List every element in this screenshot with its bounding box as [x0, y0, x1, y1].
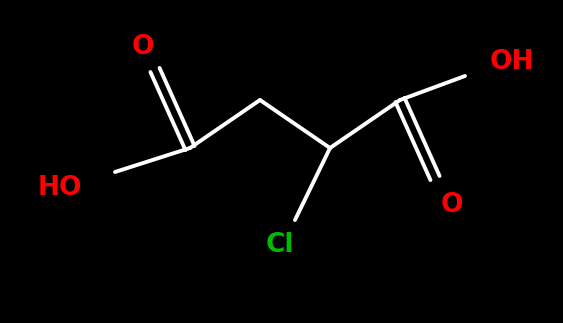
- Text: O: O: [441, 192, 463, 218]
- Text: O: O: [132, 34, 154, 60]
- Text: Cl: Cl: [266, 232, 294, 258]
- Text: OH: OH: [490, 49, 534, 75]
- Text: HO: HO: [38, 175, 82, 201]
